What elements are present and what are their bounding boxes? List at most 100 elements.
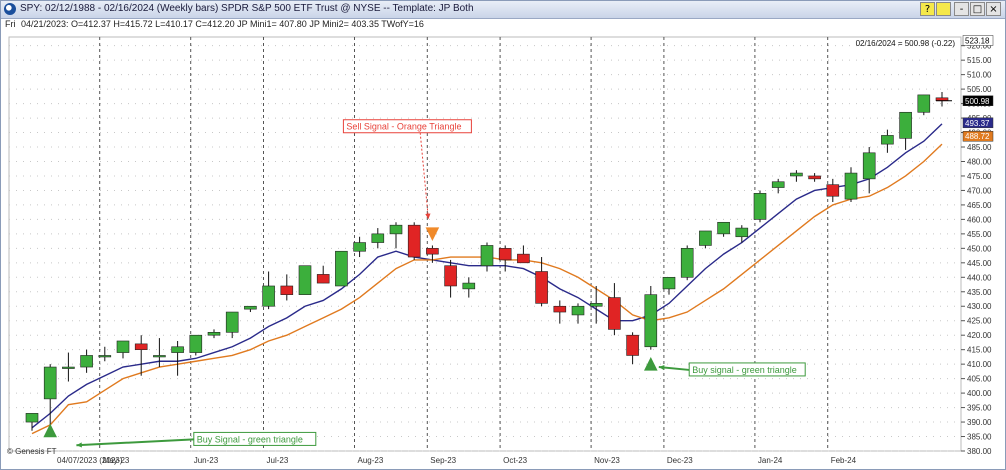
annotation-arrow: [76, 438, 194, 447]
candle-body[interactable]: [207, 332, 221, 336]
y-tick-label: 400.00: [967, 389, 992, 398]
y-tick-label: 520.00: [967, 42, 992, 51]
candle-body[interactable]: [426, 248, 439, 255]
y-tick-label: 425.00: [967, 317, 992, 326]
candle-body[interactable]: [717, 221, 730, 235]
annotation-text: Sell Signal - Orange Triangle: [346, 122, 461, 132]
app-logo-icon: [4, 3, 16, 15]
candle-body[interactable]: [498, 248, 512, 261]
candle-body[interactable]: [917, 94, 931, 113]
y-tick-label: 405.00: [967, 375, 992, 384]
x-tick-label: Sep-23: [430, 456, 456, 465]
candle-body[interactable]: [134, 343, 148, 350]
candle-body[interactable]: [808, 175, 821, 180]
candle-body[interactable]: [335, 250, 348, 287]
y-tick-label: 420.00: [967, 331, 992, 340]
x-tick-label: Aug-23: [358, 456, 384, 465]
candle-body[interactable]: [62, 366, 75, 369]
annotation-box: [342, 119, 472, 134]
candle-body[interactable]: [389, 224, 403, 235]
candle-body[interactable]: [790, 172, 803, 177]
y-tick-label: 385.00: [967, 433, 992, 442]
candle-body[interactable]: [116, 340, 130, 353]
candle-body[interactable]: [517, 253, 530, 264]
y-tick-label: 470.00: [967, 186, 992, 195]
candle-body[interactable]: [626, 334, 639, 356]
close-button[interactable]: ×: [986, 2, 1001, 16]
minimize-button[interactable]: -: [954, 2, 969, 16]
candle-body[interactable]: [699, 230, 712, 246]
y-tick-label: 505.00: [967, 85, 992, 94]
candle-body[interactable]: [353, 242, 366, 252]
maximize-button[interactable]: □: [970, 2, 985, 16]
info-values: 04/21/2023: O=412.37 H=415.72 L=410.17 C…: [21, 19, 424, 29]
candle-body[interactable]: [771, 181, 785, 188]
y-tick-label: 430.00: [967, 302, 992, 311]
candle-body[interactable]: [225, 311, 239, 333]
x-tick-label: Nov-23: [594, 456, 620, 465]
info-day: Fri: [5, 19, 16, 29]
candle-body[interactable]: [862, 152, 876, 180]
candle-body[interactable]: [662, 276, 676, 290]
candle-body[interactable]: [571, 305, 585, 316]
candle-body[interactable]: [262, 285, 275, 307]
price-badge: [962, 117, 994, 129]
candle-body[interactable]: [298, 265, 312, 295]
annotation-text: Buy Signal - green triangle: [197, 434, 303, 444]
annotation-arrowhead: [76, 442, 82, 448]
candle-body[interactable]: [680, 248, 694, 278]
price-badge-label: 493.37: [965, 119, 990, 128]
candle-body[interactable]: [444, 265, 457, 287]
candle-body[interactable]: [371, 233, 385, 243]
link-button[interactable]: [936, 2, 951, 16]
candle-body[interactable]: [462, 282, 476, 290]
candle-body[interactable]: [899, 111, 912, 139]
candle-body[interactable]: [407, 224, 421, 258]
candle-body[interactable]: [98, 355, 112, 358]
x-tick-label: 04/07/2023 (2023): [57, 456, 123, 465]
candle-body[interactable]: [844, 172, 858, 200]
candle-body[interactable]: [480, 245, 494, 267]
buy-signal-triangle: [643, 357, 658, 371]
candle-body[interactable]: [153, 355, 166, 358]
annotation-arrowhead: [658, 364, 665, 371]
x-tick-label: Oct-23: [503, 456, 528, 465]
y-tick-label: 455.00: [967, 230, 992, 239]
title-bar[interactable]: SPY: 02/12/1988 - 02/16/2024 (Weekly bar…: [1, 1, 1005, 19]
candle-body[interactable]: [589, 303, 603, 307]
annotation-arrowhead: [425, 213, 431, 220]
y-tick-label: 435.00: [967, 288, 992, 297]
candle-body[interactable]: [753, 193, 767, 220]
candle-body[interactable]: [43, 366, 57, 400]
candle-body[interactable]: [80, 355, 93, 368]
candle-body[interactable]: [25, 413, 39, 423]
price-badge: [962, 95, 994, 107]
y-tick-label: 475.00: [967, 172, 992, 181]
price-badge-label: 488.72: [965, 132, 990, 141]
candle-body[interactable]: [881, 135, 894, 145]
plot-area: [8, 36, 962, 452]
candle-body[interactable]: [535, 271, 548, 304]
y-tick-label: 510.00: [967, 71, 992, 80]
candle-body[interactable]: [826, 184, 840, 197]
y-tick-label: 485.00: [967, 143, 992, 152]
y-tick-label: 415.00: [967, 346, 992, 355]
x-tick-label: Jan-24: [758, 456, 783, 465]
price-chart[interactable]: 380.00 385.00 390.00 395.00 400.00 405.00 410.…: [1, 31, 1005, 469]
candle-body[interactable]: [280, 285, 294, 295]
candle-body[interactable]: [553, 305, 567, 313]
candle-body[interactable]: [644, 294, 658, 348]
x-tick-label: Jul-23: [267, 456, 289, 465]
price-badge: [962, 130, 994, 142]
candle-body[interactable]: [735, 227, 749, 238]
y-tick-label: 460.00: [967, 215, 992, 224]
buy-signal-triangle: [43, 423, 58, 438]
candle-body[interactable]: [316, 274, 330, 284]
candle-body[interactable]: [171, 346, 184, 353]
candle-body[interactable]: [244, 305, 257, 310]
candle-body[interactable]: [189, 334, 203, 353]
help-button[interactable]: ?: [920, 2, 935, 16]
y-tick-label: 380.00: [967, 447, 992, 456]
candle-body[interactable]: [608, 297, 621, 330]
